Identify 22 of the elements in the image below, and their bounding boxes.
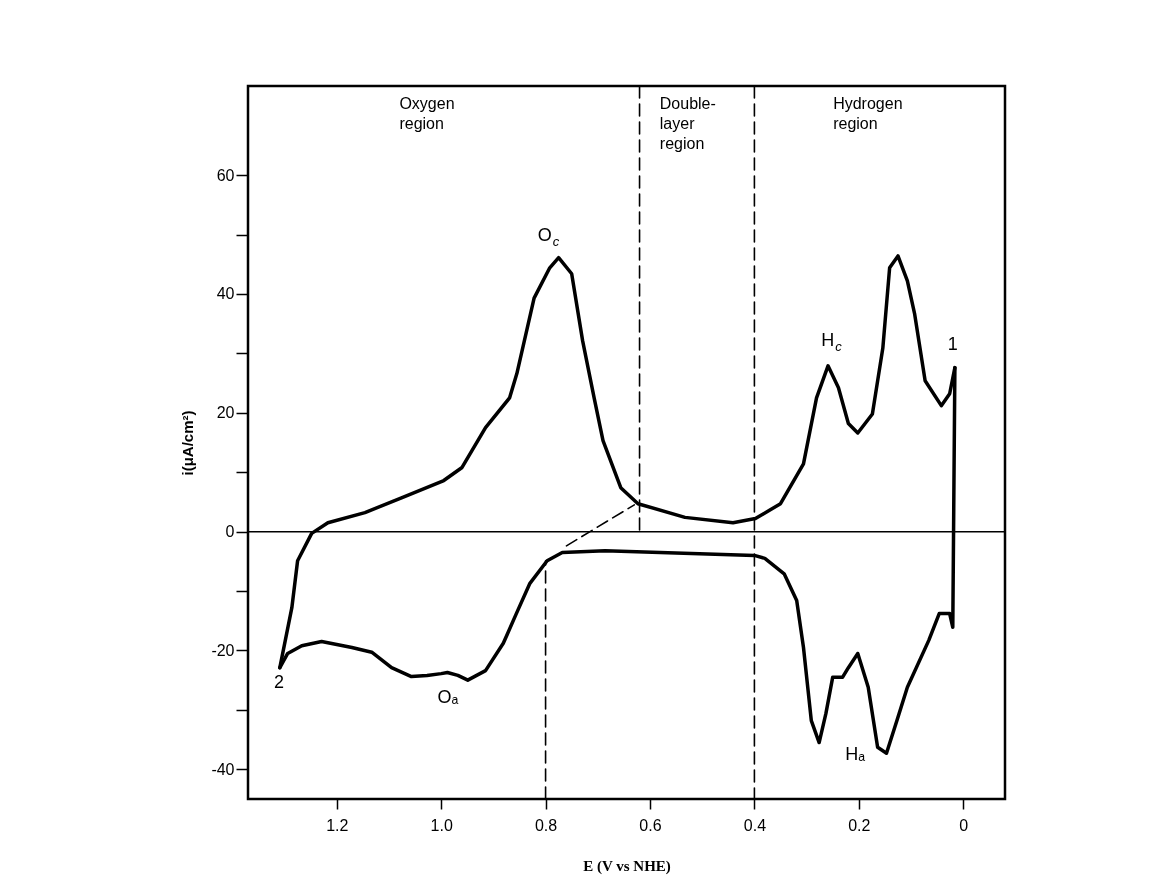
annotation: Hₐ xyxy=(845,743,866,764)
y-tick-label: -20 xyxy=(211,641,235,659)
y-tick-label: -40 xyxy=(211,760,235,778)
annotation: Oₐ xyxy=(437,686,459,707)
x-axis-title: E (V vs NHE) xyxy=(583,857,671,875)
x-tick-label: 0 xyxy=(959,816,969,834)
y-tick-label: 0 xyxy=(225,523,235,541)
annotation: Oxygen region xyxy=(399,94,455,132)
x-tick-label: 1.0 xyxy=(430,816,453,834)
y-tick-label: 40 xyxy=(216,285,235,303)
y-tick-label: 60 xyxy=(216,166,235,184)
x-tick-label: 0.4 xyxy=(743,816,767,834)
x-tick-label: 0.6 xyxy=(639,816,662,834)
annotation: Hydrogen region xyxy=(833,94,903,132)
annotation: 2 xyxy=(274,671,285,692)
annotation: 1 xyxy=(947,333,958,354)
y-tick-label: 20 xyxy=(216,404,235,422)
annotation: Double- layer region xyxy=(659,94,716,152)
x-tick-label: 0.2 xyxy=(848,816,871,834)
x-tick-label: 1.2 xyxy=(326,816,349,834)
y-axis-title: i(μA/cm²) xyxy=(179,410,197,476)
x-tick-label: 0.8 xyxy=(534,816,558,834)
